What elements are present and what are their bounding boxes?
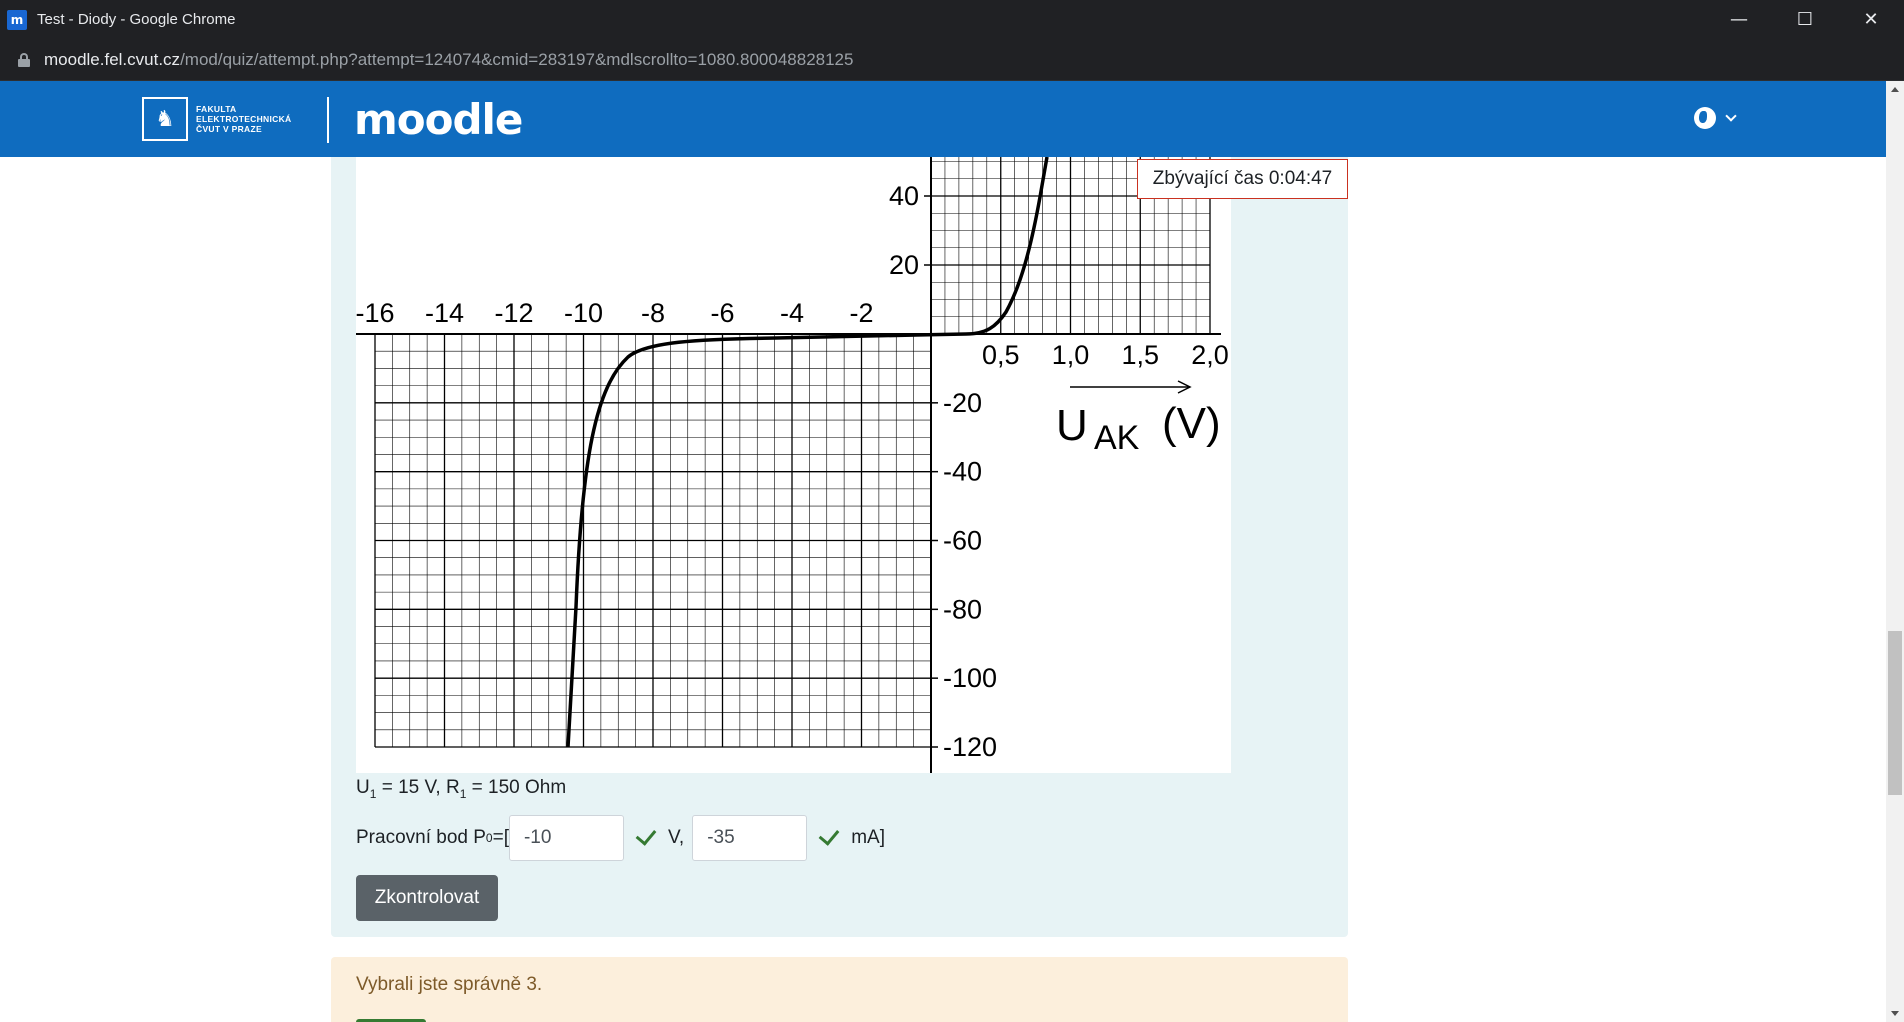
voltage-unit: V, xyxy=(667,827,685,848)
x-tick-label: 1,5 xyxy=(1121,340,1159,370)
page-content: -16 -14 -12 -10 -8 -6 -4 -2 0,5 1,0 1,5 2,0 40 20 -20 -… xyxy=(0,157,1886,1022)
browser-title-bar: m Test - Diody - Google Chrome — ☐ ✕ xyxy=(0,0,1904,39)
voltage-answer-input[interactable]: -10 xyxy=(508,815,624,861)
operating-point-row: Pracovní bod P 0 =[ -10 V, -35 mA] xyxy=(356,815,885,861)
x-tick-label: -6 xyxy=(710,298,734,328)
scroll-up-arrow-icon[interactable] xyxy=(1891,87,1899,92)
work-label-post: =[ xyxy=(492,827,509,848)
feedback-correct-bar xyxy=(356,1019,426,1022)
current-answer-input[interactable]: -35 xyxy=(692,815,808,861)
scrollbar-thumb[interactable] xyxy=(1888,631,1902,795)
x-axis-label-sub: AK xyxy=(1094,419,1140,457)
param-r-rest: = 150 Ohm xyxy=(466,777,567,798)
x-tick-label: -4 xyxy=(780,298,804,328)
current-unit: mA] xyxy=(851,827,885,848)
y-tick-label: -120 xyxy=(943,732,997,762)
diode-characteristic-graph: -16 -14 -12 -10 -8 -6 -4 -2 0,5 1,0 1,5 2,0 40 20 -20 -… xyxy=(356,157,1231,773)
fel-logo[interactable]: ♞ FAKULTA ELEKTROTECHNICKÁ ČVUT V PRAZE xyxy=(142,96,298,142)
x-axis-label: U xyxy=(1056,401,1088,450)
moodle-favicon-icon: m xyxy=(7,9,27,30)
x-tick-label: -12 xyxy=(494,298,533,328)
circuit-parameters: U1 = 15 V, R1 = 150 Ohm xyxy=(356,777,566,801)
work-label-sub: 0 xyxy=(485,831,493,845)
window-title: Test - Diody - Google Chrome xyxy=(37,11,236,28)
x-tick-label: 2,0 xyxy=(1191,340,1229,370)
x-tick-label: -8 xyxy=(641,298,665,328)
y-tick-label: -60 xyxy=(943,526,982,556)
y-tick-label: 40 xyxy=(889,181,919,211)
url-host: moodle.fel.cvut.cz xyxy=(44,49,181,69)
correct-check-icon xyxy=(635,824,657,846)
cvut-emblem-icon: ♞ xyxy=(142,97,188,141)
page-scrollbar[interactable] xyxy=(1886,81,1904,1022)
lock-icon[interactable] xyxy=(18,52,30,67)
fel-line-3: ČVUT V PRAZE xyxy=(196,124,262,134)
param-u-rest: = 15 V, R xyxy=(376,777,460,798)
navbar-separator xyxy=(327,97,329,143)
y-tick-label: -100 xyxy=(943,663,997,693)
check-button[interactable]: Zkontrolovat xyxy=(356,875,498,921)
maximize-button[interactable]: ☐ xyxy=(1796,9,1814,30)
quiz-timer: Zbývající čas 0:04:47 xyxy=(1137,159,1348,199)
url-path: /mod/quiz/attempt.php?attempt=124074&cmi… xyxy=(180,49,854,69)
x-tick-label: 0,5 xyxy=(982,340,1020,370)
feedback-text: Vybrali jste správně 3. xyxy=(356,974,543,995)
close-button[interactable]: ✕ xyxy=(1863,9,1879,30)
work-label: Pracovní bod P xyxy=(356,827,486,848)
chevron-down-icon xyxy=(1725,110,1737,122)
moodle-logo[interactable]: moodle xyxy=(354,95,523,144)
graph-svg: -16 -14 -12 -10 -8 -6 -4 -2 0,5 1,0 1,5 2,0 40 20 -20 -… xyxy=(356,157,1229,773)
fel-line-2: ELEKTROTECHNICKÁ xyxy=(196,114,292,124)
y-tick-label: -20 xyxy=(943,388,982,418)
param-u: U xyxy=(356,777,370,798)
minimize-button[interactable]: — xyxy=(1730,9,1748,30)
fel-logo-text: FAKULTA ELEKTROTECHNICKÁ ČVUT V PRAZE xyxy=(196,104,291,134)
url-text[interactable]: moodle.fel.cvut.cz/mod/quiz/attempt.php?… xyxy=(44,50,853,70)
y-tick-label: 20 xyxy=(889,250,919,280)
x-tick-label: 1,0 xyxy=(1052,340,1090,370)
x-axis-label-unit: (V) xyxy=(1162,399,1221,448)
y-tick-label: -80 xyxy=(943,594,982,624)
window-controls: — ☐ ✕ xyxy=(1706,0,1904,39)
correct-check-icon xyxy=(818,824,840,846)
scroll-down-arrow-icon[interactable] xyxy=(1891,1011,1899,1016)
language-menu[interactable] xyxy=(1694,107,1737,129)
fel-line-1: FAKULTA xyxy=(196,104,237,114)
x-tick-label: -16 xyxy=(356,298,395,328)
x-tick-label: -10 xyxy=(564,298,603,328)
x-tick-label: -14 xyxy=(425,298,464,328)
address-bar[interactable]: moodle.fel.cvut.cz/mod/quiz/attempt.php?… xyxy=(0,39,1904,81)
x-tick-label: -2 xyxy=(849,298,873,328)
param-r-sub: 1 xyxy=(459,786,467,801)
moodle-navbar: ♞ FAKULTA ELEKTROTECHNICKÁ ČVUT V PRAZE … xyxy=(0,81,1886,157)
param-u-sub: 1 xyxy=(369,786,377,801)
x-axis-arrow-head xyxy=(1177,380,1192,394)
y-tick-label: -40 xyxy=(943,457,982,487)
globe-icon xyxy=(1694,107,1716,129)
feedback-panel: Vybrali jste správně 3. xyxy=(331,957,1348,1022)
diode-curve xyxy=(566,157,1049,748)
